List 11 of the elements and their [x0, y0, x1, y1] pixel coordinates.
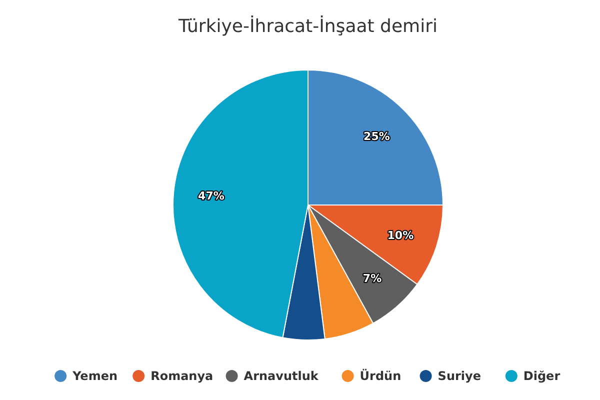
- legend-label: Diğer: [523, 369, 560, 384]
- data-label: 25%: [364, 130, 390, 144]
- data-label: 10%: [387, 228, 414, 242]
- legend-label: Suriye: [438, 369, 481, 384]
- legend-label: Arnavutluk: [244, 369, 320, 384]
- data-label: 7%: [362, 272, 382, 285]
- legend-label: Yemen: [72, 369, 118, 384]
- chart-title: Türkiye-İhracat-İnşaat demiri: [178, 15, 438, 37]
- data-label: 47%: [198, 190, 224, 203]
- legend-label: Ürdün: [360, 368, 402, 384]
- legend-label: Romanya: [150, 369, 214, 384]
